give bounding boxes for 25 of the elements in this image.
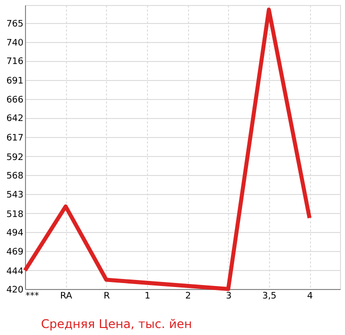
x-tick-label: 2: [185, 292, 191, 302]
x-tick-label: 1: [144, 292, 150, 302]
line-series: [23, 8, 312, 291]
y-tick-label: 444: [6, 266, 24, 277]
y-tick-label: 666: [6, 96, 24, 106]
y-tick-label: 691: [6, 76, 24, 86]
text: Средняя Цена, тыс. йен: [41, 317, 192, 331]
x-tick-label: 3: [226, 292, 232, 302]
y-tick-label: 543: [6, 190, 24, 201]
y-tick-label: 469: [6, 248, 24, 258]
x-tick-label: ***: [26, 292, 40, 302]
y-tick-label: 740: [6, 38, 24, 49]
y-tick-label: 765: [6, 19, 24, 30]
y-tick-label: 642: [6, 114, 24, 124]
x-tick-label: 4: [307, 292, 314, 302]
x-tick-label: 3,5: [262, 292, 277, 302]
y-tick-label: 494: [6, 228, 24, 238]
y-tick-label: 518: [6, 210, 24, 220]
x-tick-label: RA: [60, 292, 74, 302]
y-tick-label: 716: [6, 57, 24, 68]
x-tick-label: R: [104, 292, 110, 302]
y-tick-label: 420: [6, 286, 24, 296]
y-tick-label: 617: [6, 133, 24, 144]
y-tick-label: 568: [6, 171, 24, 182]
y-tick-label: 592: [6, 152, 24, 163]
